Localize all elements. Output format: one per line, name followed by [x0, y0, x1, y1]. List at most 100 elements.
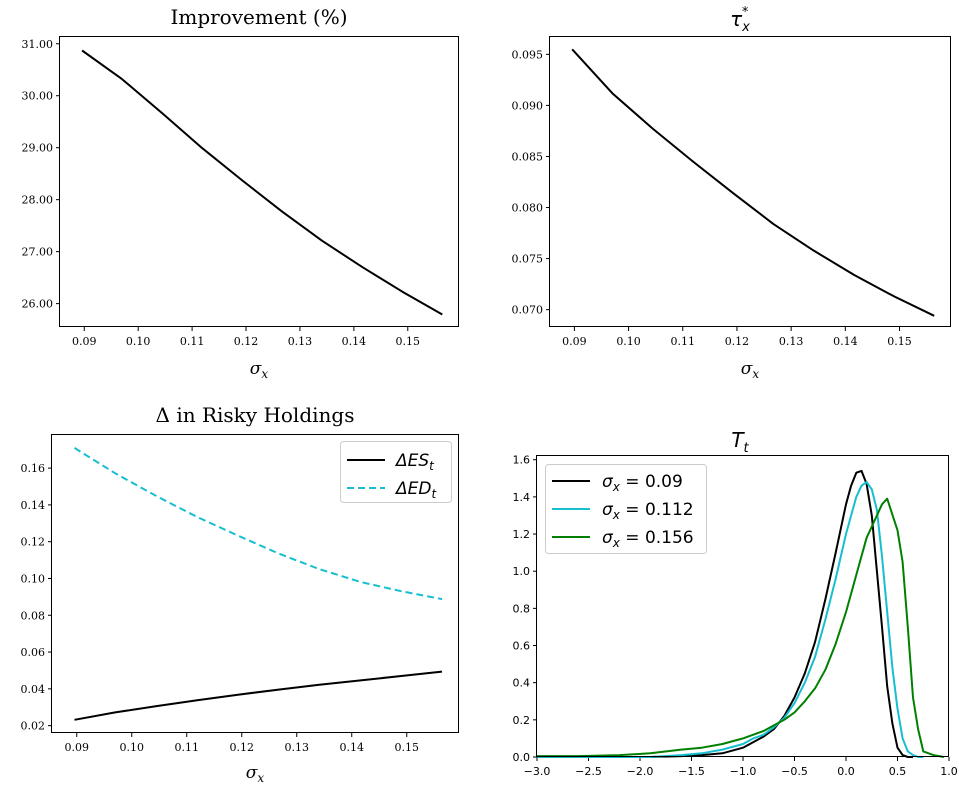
y-tick-label: 1.6 — [513, 454, 531, 467]
legend: σx = 0.09 σx = 0.112 σx = 0.156 — [545, 464, 707, 554]
x-tick-label: 0.15 — [395, 741, 420, 754]
chart-title: Improvement (%) — [170, 5, 347, 29]
y-tick-label: 0.06 — [21, 646, 46, 659]
plot-frame — [51, 434, 459, 733]
y-tick-label: 0.080 — [512, 202, 544, 215]
x-tick-label: −2.5 — [575, 765, 602, 778]
x-tick-label: 1.0 — [940, 765, 958, 778]
y-tick-label: 0.02 — [21, 720, 46, 733]
y-tick-label: 28.00 — [22, 194, 54, 207]
y-axis: 0.02 0.04 0.06 0.08 0.10 0.12 0.14 0.16 — [21, 462, 52, 733]
y-axis: 26.00 27.00 28.00 29.00 30.00 31.00 — [22, 38, 60, 311]
chart-tau: τx* 0.09 0.10 0.11 0.12 0.13 0.14 0.15 0.0700.… — [512, 5, 951, 381]
x-tick-label: −1.0 — [730, 765, 757, 778]
legend-box — [340, 441, 452, 503]
series-line-1 — [537, 469, 913, 758]
x-tick-label: 0.11 — [175, 741, 200, 754]
y-tick-label: 0.075 — [512, 253, 544, 266]
series-line-1 — [81, 49, 443, 316]
y-tick-label: 0.6 — [513, 640, 531, 653]
x-tick-label: 0.13 — [288, 335, 313, 348]
y-tick-label: 0.08 — [21, 609, 46, 622]
legend-label: ΔESt — [394, 451, 435, 473]
x-tick-label: 0.15 — [396, 335, 421, 348]
y-tick-label: 0.085 — [512, 150, 544, 163]
plot-frame — [549, 36, 951, 327]
legend-label: ΔEDt — [394, 479, 437, 501]
x-tick-label: 0.12 — [234, 335, 259, 348]
y-tick-label: 1.0 — [513, 565, 531, 578]
x-axis: −3.0 −2.5 −2.0 −1.5 −1.0 −0.5 0.0 0.5 1.0 — [524, 757, 958, 778]
plot-frame — [59, 36, 459, 327]
x-tick-label: 0.10 — [126, 335, 151, 348]
y-tick-label: 0.10 — [21, 572, 46, 585]
y-tick-label: 27.00 — [22, 246, 54, 259]
y-tick-label: 0.070 — [512, 304, 544, 317]
chart-title: Δ in Risky Holdings — [156, 403, 355, 427]
chart-risky-holdings: Δ in Risky Holdings 0.09 0.10 0.11 0.12 0.13… — [21, 403, 459, 785]
y-tick-label: 30.00 — [22, 90, 54, 103]
x-tick-label: 0.12 — [725, 335, 750, 348]
plot-lines — [81, 49, 443, 316]
chart-title: τx* — [730, 5, 750, 35]
x-axis-label: σx — [246, 763, 265, 785]
y-axis: 0.070 0.075 0.080 0.085 0.090 0.095 — [512, 48, 550, 317]
x-tick-label: 0.10 — [120, 741, 145, 754]
y-tick-label: 26.00 — [22, 298, 54, 311]
x-tick-label: −3.0 — [524, 765, 551, 778]
x-tick-label: 0.5 — [889, 765, 907, 778]
y-tick-label: 29.00 — [22, 142, 54, 155]
x-tick-label: 0.10 — [616, 335, 641, 348]
x-tick-label: 0.14 — [342, 335, 367, 348]
x-tick-label: 0.09 — [65, 741, 90, 754]
chart-improvement: Improvement (%) 0.09 0.10 0.11 0.12 0.13 0.14… — [22, 5, 459, 381]
x-tick-label: 0.09 — [562, 335, 587, 348]
plot-lines — [571, 48, 935, 317]
y-axis: 0.0 0.2 0.4 0.6 0.8 1.0 1.2 1.4 1.6 — [513, 454, 537, 764]
series-line-1 — [571, 48, 935, 317]
x-tick-label: 0.12 — [230, 741, 255, 754]
y-tick-label: 0.14 — [21, 499, 46, 512]
y-tick-label: 0.2 — [513, 714, 531, 727]
x-tick-label: 0.14 — [833, 335, 858, 348]
y-tick-label: 0.04 — [21, 683, 46, 696]
x-tick-label: 0.15 — [887, 335, 912, 348]
x-axis: 0.09 0.10 0.11 0.12 0.13 0.14 0.15 — [65, 733, 420, 754]
x-tick-label: 0.09 — [72, 335, 97, 348]
y-tick-label: 0.090 — [512, 99, 544, 112]
y-tick-label: 1.2 — [513, 528, 531, 541]
x-tick-label: −1.5 — [678, 765, 705, 778]
x-tick-label: 0.13 — [285, 741, 310, 754]
chart-T: Tt −3.0 −2.5 −2.0 −1.5 −1.0 −0.5 0.0 0.5 1.0 0.0… — [513, 428, 958, 778]
legend-label: σx = 0.112 — [602, 500, 694, 522]
x-tick-label: 0.14 — [340, 741, 365, 754]
x-tick-label: −0.5 — [781, 765, 808, 778]
x-tick-label: 0.11 — [180, 335, 205, 348]
x-axis-label: σx — [250, 359, 269, 381]
series-line-1 — [74, 670, 443, 721]
y-tick-label: 31.00 — [22, 38, 54, 51]
x-axis-label: σx — [741, 359, 760, 381]
x-axis: 0.09 0.10 0.11 0.12 0.13 0.14 0.15 — [72, 327, 420, 348]
x-tick-label: 0.13 — [779, 335, 804, 348]
y-tick-label: 0.4 — [513, 677, 531, 690]
legend-label: σx = 0.09 — [602, 472, 683, 494]
x-axis: 0.09 0.10 0.11 0.12 0.13 0.14 0.15 — [562, 327, 912, 348]
x-tick-label: 0.11 — [671, 335, 696, 348]
plot-lines — [73, 447, 443, 721]
series-line-2 — [537, 481, 924, 758]
y-tick-label: 0.095 — [512, 48, 544, 61]
y-tick-label: 0.8 — [513, 602, 531, 615]
series-line-2 — [73, 447, 443, 601]
legend-box — [545, 464, 707, 554]
plot-frame — [536, 455, 949, 757]
y-tick-label: 0.0 — [513, 751, 531, 764]
x-tick-label: 0.0 — [837, 765, 855, 778]
legend: ΔESt ΔEDt — [340, 441, 452, 503]
y-tick-label: 0.16 — [21, 462, 46, 475]
legend-label: σx = 0.156 — [602, 528, 694, 550]
plot-lines — [537, 469, 945, 758]
chart-title: Tt — [731, 428, 749, 456]
series-line-3 — [537, 497, 945, 758]
